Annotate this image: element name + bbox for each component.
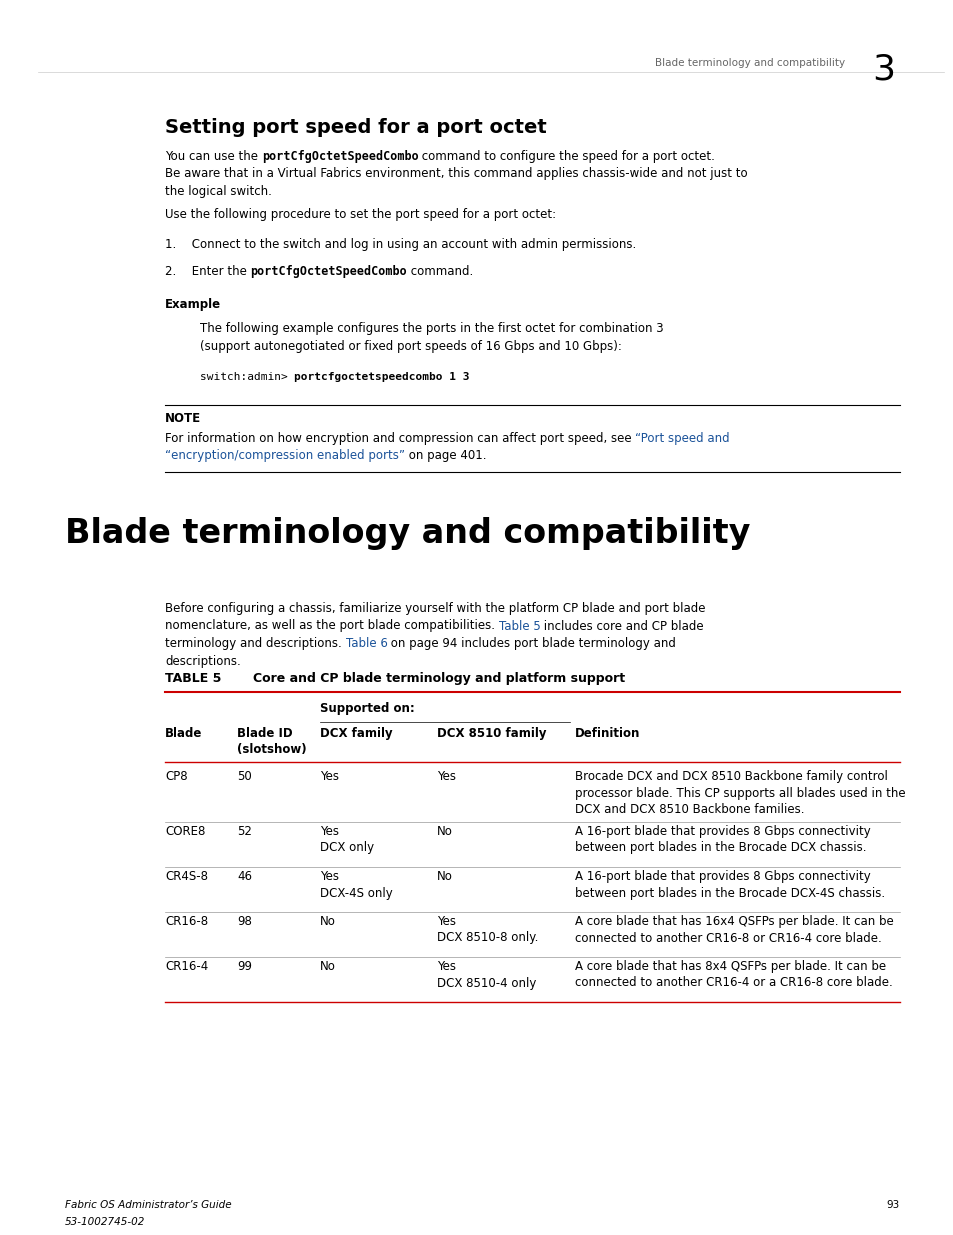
Text: Yes
DCX only: Yes DCX only xyxy=(319,825,374,855)
Text: 53-1002745-02: 53-1002745-02 xyxy=(65,1216,145,1228)
Text: No: No xyxy=(319,960,335,973)
Text: Yes
DCX-4S only: Yes DCX-4S only xyxy=(319,869,393,899)
Text: portCfgOctetSpeedCombo: portCfgOctetSpeedCombo xyxy=(251,266,407,278)
Text: CORE8: CORE8 xyxy=(165,825,205,839)
Text: Yes
DCX 8510-4 only: Yes DCX 8510-4 only xyxy=(436,960,536,989)
Text: 52: 52 xyxy=(236,825,252,839)
Text: DCX family: DCX family xyxy=(319,727,393,740)
Text: Yes: Yes xyxy=(436,769,456,783)
Text: Fabric OS Administrator’s Guide: Fabric OS Administrator’s Guide xyxy=(65,1200,232,1210)
Text: on page 401.: on page 401. xyxy=(405,450,486,462)
Text: You can use the: You can use the xyxy=(165,149,261,163)
Text: 98: 98 xyxy=(236,915,252,927)
Text: command to configure the speed for a port octet.: command to configure the speed for a por… xyxy=(418,149,715,163)
Text: No: No xyxy=(319,915,335,927)
Text: 99: 99 xyxy=(236,960,252,973)
Text: Table 5: Table 5 xyxy=(498,620,540,632)
Text: on page 94 includes port blade terminology and: on page 94 includes port blade terminolo… xyxy=(387,637,676,650)
Text: terminology and descriptions.: terminology and descriptions. xyxy=(165,637,345,650)
Text: Blade terminology and compatibility: Blade terminology and compatibility xyxy=(654,58,844,68)
Text: portCfgOctetSpeedCombo: portCfgOctetSpeedCombo xyxy=(261,149,418,163)
Text: Example: Example xyxy=(165,298,221,311)
Text: Be aware that in a Virtual Fabrics environment, this command applies chassis-wid: Be aware that in a Virtual Fabrics envir… xyxy=(165,168,747,180)
Text: Setting port speed for a port octet: Setting port speed for a port octet xyxy=(165,119,546,137)
Text: Use the following procedure to set the port speed for a port octet:: Use the following procedure to set the p… xyxy=(165,207,556,221)
Text: includes core and CP blade: includes core and CP blade xyxy=(540,620,703,632)
Text: Blade: Blade xyxy=(165,727,202,740)
Text: CP8: CP8 xyxy=(165,769,188,783)
Text: TABLE 5: TABLE 5 xyxy=(165,672,221,685)
Text: Before configuring a chassis, familiarize yourself with the platform CP blade an: Before configuring a chassis, familiariz… xyxy=(165,601,705,615)
Text: A 16-port blade that provides 8 Gbps connectivity
between port blades in the Bro: A 16-port blade that provides 8 Gbps con… xyxy=(575,869,884,899)
Text: Supported on:: Supported on: xyxy=(319,701,415,715)
Text: portcfgoctetspeedcombo 1 3: portcfgoctetspeedcombo 1 3 xyxy=(294,372,470,382)
Text: switch:admin>: switch:admin> xyxy=(200,372,294,382)
Text: No: No xyxy=(436,869,453,883)
Text: the logical switch.: the logical switch. xyxy=(165,185,272,198)
Text: “encryption/compression enabled ports”: “encryption/compression enabled ports” xyxy=(165,450,405,462)
Text: nomenclature, as well as the port blade compatibilities.: nomenclature, as well as the port blade … xyxy=(165,620,498,632)
Text: Brocade DCX and DCX 8510 Backbone family control
processor blade. This CP suppor: Brocade DCX and DCX 8510 Backbone family… xyxy=(575,769,904,816)
Text: 93: 93 xyxy=(886,1200,899,1210)
Text: command.: command. xyxy=(407,266,473,278)
Text: No: No xyxy=(436,825,453,839)
Text: Yes
DCX 8510-8 only.: Yes DCX 8510-8 only. xyxy=(436,915,537,945)
Text: Blade terminology and compatibility: Blade terminology and compatibility xyxy=(65,517,750,550)
Text: Blade ID
(slotshow): Blade ID (slotshow) xyxy=(236,727,306,757)
Text: CR4S-8: CR4S-8 xyxy=(165,869,208,883)
Text: For information on how encryption and compression can affect port speed, see: For information on how encryption and co… xyxy=(165,432,635,445)
Text: DCX 8510 family: DCX 8510 family xyxy=(436,727,546,740)
Text: (support autonegotiated or fixed port speeds of 16 Gbps and 10 Gbps):: (support autonegotiated or fixed port sp… xyxy=(200,340,621,352)
Text: The following example configures the ports in the first octet for combination 3: The following example configures the por… xyxy=(200,322,663,335)
Text: 46: 46 xyxy=(236,869,252,883)
Text: descriptions.: descriptions. xyxy=(165,655,240,667)
Text: A 16-port blade that provides 8 Gbps connectivity
between port blades in the Bro: A 16-port blade that provides 8 Gbps con… xyxy=(575,825,870,855)
Text: “Port speed and: “Port speed and xyxy=(635,432,729,445)
Text: 1.  Connect to the switch and log in using an account with admin permissions.: 1. Connect to the switch and log in usin… xyxy=(165,238,636,251)
Text: CR16-8: CR16-8 xyxy=(165,915,208,927)
Text: 50: 50 xyxy=(236,769,252,783)
Text: NOTE: NOTE xyxy=(165,412,201,425)
Text: A core blade that has 8x4 QSFPs per blade. It can be
connected to another CR16-4: A core blade that has 8x4 QSFPs per blad… xyxy=(575,960,892,989)
Text: 2.  Enter the: 2. Enter the xyxy=(165,266,251,278)
Text: Definition: Definition xyxy=(575,727,639,740)
Text: CR16-4: CR16-4 xyxy=(165,960,208,973)
Text: Table 6: Table 6 xyxy=(345,637,387,650)
Text: 3: 3 xyxy=(871,52,894,86)
Text: Yes: Yes xyxy=(319,769,338,783)
Text: Core and CP blade terminology and platform support: Core and CP blade terminology and platfo… xyxy=(253,672,624,685)
Text: A core blade that has 16x4 QSFPs per blade. It can be
connected to another CR16-: A core blade that has 16x4 QSFPs per bla… xyxy=(575,915,893,945)
